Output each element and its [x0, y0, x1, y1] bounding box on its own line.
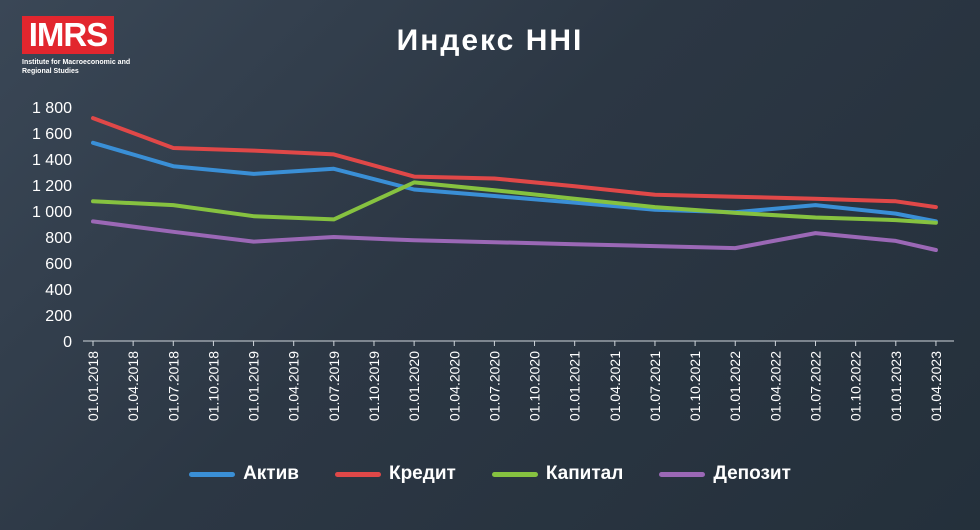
series-line-Актив: [91, 140, 938, 224]
legend-label: Кредит: [388, 463, 456, 484]
x-tick-label: 01.10.2019: [366, 351, 382, 421]
x-tick-label: 01.01.2020: [406, 351, 422, 421]
x-tick-label: 01.04.2023: [928, 351, 944, 421]
x-tick-label: 01.07.2020: [486, 351, 502, 421]
x-tick-label: 01.10.2022: [848, 351, 864, 421]
legend-swatch: [189, 471, 236, 477]
x-tick-label: 01.07.2019: [326, 351, 342, 421]
x-tick-label: 01.01.2018: [85, 351, 101, 421]
x-tick-label: 01.04.2022: [767, 351, 783, 421]
y-tick-label: 200: [45, 308, 72, 325]
x-tick-label: 01.01.2021: [567, 351, 583, 421]
x-tick-label: 01.07.2021: [647, 351, 663, 421]
legend-label: Актив: [243, 463, 299, 484]
x-tick-label: 01.01.2019: [246, 351, 262, 421]
x-tick-label: 01.10.2020: [527, 351, 543, 421]
x-tick-label: 01.07.2022: [808, 351, 824, 421]
y-tick-label: 1 800: [32, 100, 72, 117]
imrs-logo: IMRS: [22, 16, 114, 54]
x-tick-label: 01.04.2020: [446, 351, 462, 421]
y-tick-label: 1 200: [32, 178, 72, 195]
chart-title: Индекс HHI: [396, 24, 584, 57]
logo-subtitle: Institute for Macroeconomic and Regional…: [22, 59, 131, 75]
x-tick-label: 01.10.2018: [205, 351, 221, 421]
y-tick-label: 800: [45, 230, 72, 247]
x-tick-label: 01.04.2021: [607, 351, 623, 421]
series-line-Капитал: [91, 180, 938, 225]
x-tick-label: 01.04.2018: [125, 351, 141, 421]
y-tick-label: 600: [45, 256, 72, 273]
series-line-Депозит: [91, 219, 938, 252]
legend-swatch: [334, 471, 381, 477]
legend-item: Кредит: [334, 463, 456, 485]
y-tick-label: 1 000: [32, 204, 72, 221]
x-tick-label: 01.01.2022: [727, 351, 743, 421]
x-tick-label: 01.10.2021: [687, 351, 703, 421]
x-tick-label: 01.04.2019: [286, 351, 302, 421]
legend-item: Актив: [189, 463, 299, 485]
y-tick-label: 400: [45, 282, 72, 299]
x-tick-label: 01.07.2018: [165, 351, 181, 421]
chart-legend: Актив Кредит Капитал Депозит: [0, 463, 980, 485]
legend-item: Капитал: [491, 463, 624, 485]
legend-label: Депозит: [713, 463, 791, 484]
x-tick-label: 01.01.2023: [888, 351, 904, 421]
legend-swatch: [491, 471, 538, 477]
series-line-Кредит: [91, 116, 938, 210]
legend-label: Капитал: [545, 463, 624, 484]
legend-item: Депозит: [659, 463, 791, 485]
y-tick-label: 1 600: [32, 126, 72, 143]
legend-swatch: [659, 471, 706, 477]
y-tick-label: 1 400: [32, 152, 72, 169]
y-tick-label: 0: [63, 334, 72, 351]
